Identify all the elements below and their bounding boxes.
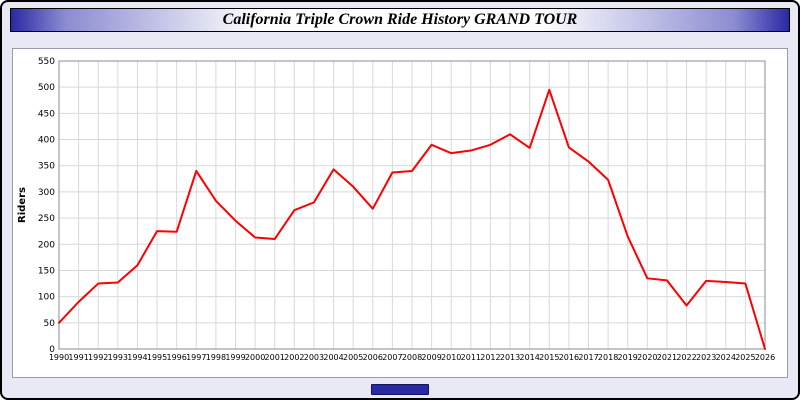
- x-tick-label: 1993: [108, 353, 128, 362]
- x-tick-label: 2009: [421, 353, 441, 362]
- horizontal-scrollbar[interactable]: [10, 383, 790, 395]
- y-tick-label: 50: [44, 319, 56, 329]
- y-tick-label: 450: [38, 109, 55, 119]
- y-axis-label: Riders: [17, 187, 28, 223]
- x-tick-label: 1995: [147, 353, 167, 362]
- y-tick-label: 400: [38, 136, 55, 146]
- y-tick-label: 500: [38, 83, 55, 93]
- plot-frame: [58, 60, 766, 350]
- x-tick-label: 2002: [284, 353, 304, 362]
- x-tick-label: 2007: [382, 353, 402, 362]
- x-tick-label: 2001: [265, 353, 285, 362]
- x-tick-label: 2026: [755, 353, 775, 362]
- chart-panel: 0 50 100 150 200 250 300 350 400 450 500 550 1990 199…: [12, 48, 788, 378]
- x-tick-label: 2006: [363, 353, 383, 362]
- x-tick-label: 2004: [323, 353, 343, 362]
- x-tick-label: 2024: [716, 353, 736, 362]
- x-tick-label: 1998: [206, 353, 226, 362]
- x-tick-label: 2000: [245, 353, 265, 362]
- y-tick-label: 550: [38, 57, 55, 67]
- x-tick-label: 2022: [676, 353, 696, 362]
- y-tick-label: 300: [38, 188, 55, 198]
- x-tick-label: 1997: [186, 353, 206, 362]
- x-tick-label: 1996: [166, 353, 186, 362]
- x-tick-label: 2015: [539, 353, 559, 362]
- x-tick-label: 2017: [578, 353, 598, 362]
- x-tick-label: 2005: [343, 353, 363, 362]
- x-tick-label: 2025: [735, 353, 755, 362]
- y-tick-label: 150: [38, 266, 55, 276]
- x-tick-label: 1999: [225, 353, 245, 362]
- y-tick-label: 350: [38, 162, 55, 172]
- x-tick-label: 2008: [402, 353, 422, 362]
- riders-line-series: [58, 88, 766, 350]
- x-tick-label: 2003: [304, 353, 324, 362]
- y-tick-label: 250: [38, 214, 55, 224]
- x-tick-label: 2021: [657, 353, 677, 362]
- x-tick-label: 1990: [49, 353, 69, 362]
- x-tick-label: 2023: [696, 353, 716, 362]
- x-tick-label: 2014: [519, 353, 539, 362]
- y-tick-label: 0: [49, 345, 55, 355]
- y-tick-label: 100: [38, 293, 55, 303]
- title-bar: California Triple Crown Ride History GRA…: [10, 8, 790, 32]
- x-tick-label: 1992: [88, 353, 108, 362]
- x-tick-label: 2018: [598, 353, 618, 362]
- chart-title: California Triple Crown Ride History GRA…: [222, 11, 578, 28]
- x-tick-label: 2016: [559, 353, 579, 362]
- scrollbar-thumb[interactable]: [371, 383, 429, 395]
- x-tick-label: 2010: [441, 353, 461, 362]
- x-tick-label: 2020: [637, 353, 657, 362]
- x-tick-label: 2013: [500, 353, 520, 362]
- x-tick-label: 1994: [127, 353, 147, 362]
- x-tick-label: 2012: [480, 353, 500, 362]
- y-tick-label: 200: [38, 240, 55, 250]
- x-tick-label: 1991: [68, 353, 88, 362]
- x-tick-label: 2011: [461, 353, 481, 362]
- x-tick-label: 2019: [618, 353, 638, 362]
